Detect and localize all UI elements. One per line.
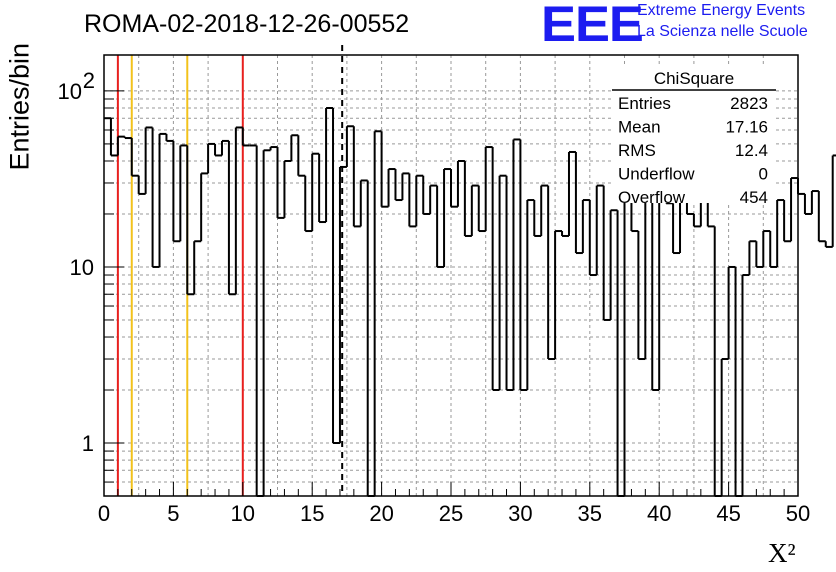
- stats-row-label: Entries: [618, 94, 671, 113]
- y-tick-label-exponent: 2: [83, 68, 95, 93]
- stats-row-value: 2823: [730, 94, 768, 113]
- histogram-bars: [104, 106, 836, 497]
- x-tick-label: 50: [786, 501, 810, 526]
- stats-row-label: RMS: [618, 141, 656, 160]
- x-tick-label: 40: [647, 501, 671, 526]
- stats-box-background: [612, 66, 776, 203]
- stats-row-value: 12.4: [735, 141, 768, 160]
- x-tick-label: 25: [439, 501, 463, 526]
- stats-row-value: 454: [740, 188, 768, 207]
- x-tick-label: 30: [508, 501, 532, 526]
- x-axis-label: X²: [768, 538, 796, 568]
- y-tick-label: 10: [58, 79, 82, 104]
- eee-logo-mark: EEE: [541, 0, 644, 52]
- logo-text-line2: La Scienza nelle Scuole: [637, 23, 808, 40]
- chart-title: ROMA-02-2018-12-26-00552: [84, 10, 410, 38]
- y-tick-label: 10: [70, 255, 94, 280]
- x-tick-label: 45: [716, 501, 740, 526]
- stats-box: ChiSquare Entries 2823 Mean 17.16 RMS 12.4 Unde…: [612, 66, 776, 207]
- stats-row-value: 17.16: [725, 118, 768, 137]
- x-tick-label: 15: [300, 501, 324, 526]
- stats-row-label: Overflow: [618, 188, 686, 207]
- x-tick-label: 0: [98, 501, 110, 526]
- x-axis-ticks: 0 5 10 15 20 25 30 35 40 45 50: [98, 482, 810, 526]
- stats-row-value: 0: [759, 165, 768, 184]
- logo-text-line1: Extreme Energy Events: [637, 2, 806, 19]
- x-tick-label: 5: [167, 501, 179, 526]
- stats-name: ChiSquare: [654, 69, 734, 88]
- x-tick-label: 20: [369, 501, 393, 526]
- stats-row-label: Mean: [618, 118, 661, 137]
- x-tick-label: 10: [231, 501, 255, 526]
- stats-row-label: Underflow: [618, 165, 695, 184]
- x-tick-label: 35: [578, 501, 602, 526]
- marker-lines: [116, 45, 344, 496]
- y-tick-label: 1: [82, 431, 94, 456]
